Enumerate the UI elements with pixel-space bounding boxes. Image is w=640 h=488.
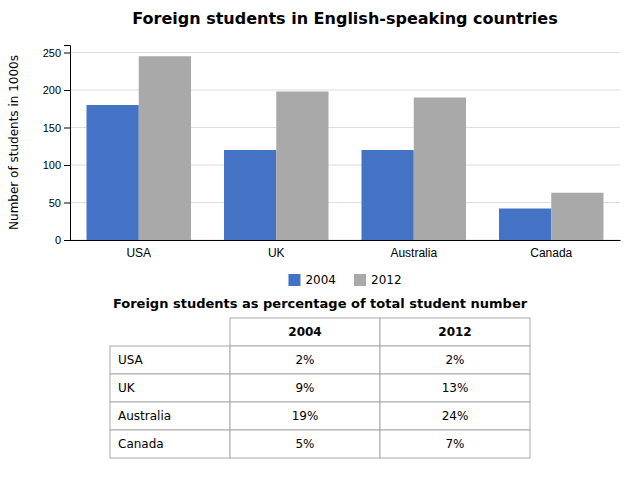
y-tick-label: 100 — [43, 159, 61, 171]
y-tick-mark — [64, 240, 70, 241]
table-row-label-cell — [110, 346, 230, 374]
y-tick: 100 — [43, 159, 70, 171]
y-tick-label: 0 — [55, 234, 61, 246]
table-row-label: USA — [118, 353, 144, 367]
y-axis: 0 50 100 150 200 250 — [43, 46, 71, 247]
bar — [87, 105, 139, 240]
y-tick-mark — [64, 165, 70, 166]
y-tick: 250 — [43, 47, 70, 59]
bar-series — [139, 56, 604, 240]
table-cell — [380, 430, 530, 458]
table: 2004 2012 USA 2% 2% UK 9% 13% Australia 19% 24% Can… — [110, 318, 530, 458]
legend-label: 2004 — [305, 273, 336, 287]
legend-label: 2012 — [371, 273, 402, 287]
y-tick-label: 50 — [49, 197, 61, 209]
x-tick-label: Canada — [530, 246, 572, 260]
bar-chart: 0 50 100 150 200 250 USA UK Australia Canada — [43, 46, 621, 260]
legend: 2004 2012 — [288, 273, 401, 287]
table-cell — [230, 374, 380, 402]
table-cell — [380, 346, 530, 374]
x-tick-label: USA — [126, 246, 151, 260]
table-cell-text: 5% — [295, 437, 314, 451]
table-row-label-cell — [110, 430, 230, 458]
x-tick: UK — [268, 246, 285, 260]
bar — [362, 150, 414, 240]
table-cell-text: 7% — [445, 437, 464, 451]
legend-swatch — [354, 274, 366, 286]
table-header-cell — [380, 318, 530, 346]
bar — [551, 193, 603, 240]
x-axis: USA UK Australia Canada — [71, 241, 621, 260]
table-cell-text: 13% — [442, 381, 469, 395]
table-cell — [230, 402, 380, 430]
table-row-label: Canada — [118, 437, 164, 451]
table-header: 2004 — [288, 325, 321, 339]
y-tick-label: 200 — [43, 84, 61, 96]
bar — [276, 92, 328, 241]
y-tick-label: 250 — [43, 47, 61, 59]
grid — [70, 53, 620, 241]
table-row-label: Australia — [118, 409, 171, 423]
table-header: 2012 — [438, 325, 471, 339]
x-tick: Canada — [530, 246, 572, 260]
bar — [499, 209, 551, 241]
legend-item: 2004 — [288, 273, 336, 287]
y-tick: 0 — [55, 234, 70, 246]
y-tick-mark — [64, 90, 70, 91]
table-row-label-cell — [110, 402, 230, 430]
y-tick-mark — [64, 53, 70, 54]
x-tick-label: Australia — [390, 246, 437, 260]
chart: 0 50 100 150 200 250 USA UK Australia Canada Forei… — [0, 0, 640, 488]
x-tick: USA — [126, 246, 151, 260]
table-cell — [230, 430, 380, 458]
table-cell-text: 2% — [295, 353, 314, 367]
table-title: Foreign students as percentage of total … — [113, 296, 528, 311]
grid-line — [70, 52, 620, 53]
y-tick: 50 — [49, 197, 70, 209]
table-cell-text: 19% — [292, 409, 319, 423]
table-row-label-cell — [110, 374, 230, 402]
legend-swatch — [288, 274, 300, 286]
table-cell — [380, 402, 530, 430]
table-header-cell — [230, 318, 380, 346]
table-cell — [380, 374, 530, 402]
x-tick-label: UK — [268, 246, 285, 260]
table-cell-text: 2% — [445, 353, 464, 367]
y-tick-mark — [64, 128, 70, 129]
y-tick: 200 — [43, 84, 70, 96]
bar — [139, 56, 191, 240]
bars — [87, 56, 604, 240]
y-axis-title: Number of students in 1000s — [7, 55, 21, 230]
x-axis-line — [71, 240, 621, 241]
bar — [414, 98, 466, 241]
y-tick-mark — [64, 203, 70, 204]
chart-title: Foreign students in English-speaking cou… — [132, 9, 557, 28]
y-tick: 150 — [43, 122, 70, 134]
x-tick: Australia — [390, 246, 437, 260]
table-cell — [230, 346, 380, 374]
bar — [224, 150, 276, 240]
y-axis-line — [64, 46, 71, 241]
table-cell-text: 24% — [442, 409, 469, 423]
table-row-label: UK — [118, 381, 136, 395]
table-cell-text: 9% — [295, 381, 314, 395]
y-tick-label: 150 — [43, 122, 61, 134]
legend-item: 2012 — [354, 273, 402, 287]
